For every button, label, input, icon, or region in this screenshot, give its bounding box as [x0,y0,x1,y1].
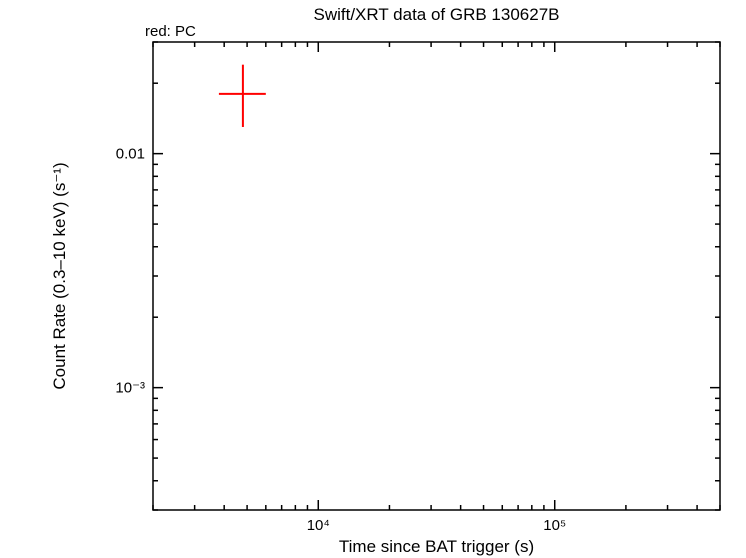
y-tick-label: 10⁻³ [115,380,145,397]
y-axis-label: Count Rate (0.3–10 keV) (s⁻¹) [50,162,69,389]
chart-title: Swift/XRT data of GRB 130627B [313,5,559,24]
x-tick-label: 10⁵ [543,517,566,534]
chart-container: 10⁴ 10⁵ 10⁻³ 0.01 Swift/XRT data of GRB 1306… [0,0,746,558]
plot-frame [153,42,720,510]
y-tick-label: 0.01 [116,146,145,163]
x-axis-label: Time since BAT trigger (s) [339,537,534,556]
x-tick-label: 10⁴ [307,517,330,534]
chart-svg: 10⁴ 10⁵ 10⁻³ 0.01 Swift/XRT data of GRB 1306… [0,0,746,558]
legend-text: red: PC [145,23,196,40]
